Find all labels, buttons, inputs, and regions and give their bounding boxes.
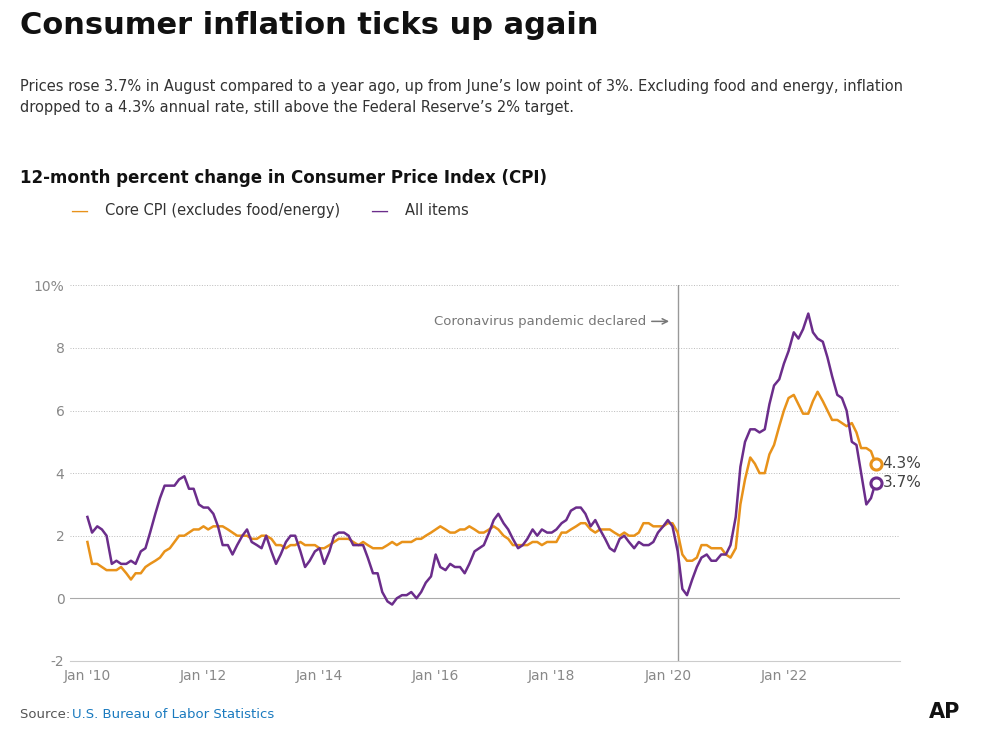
Text: U.S. Bureau of Labor Statistics: U.S. Bureau of Labor Statistics xyxy=(72,708,274,721)
Text: Prices rose 3.7% in August compared to a year ago, up from June’s low point of 3: Prices rose 3.7% in August compared to a… xyxy=(20,79,903,115)
Text: Source:: Source: xyxy=(20,708,74,721)
Text: Core CPI (excludes food/energy): Core CPI (excludes food/energy) xyxy=(105,203,340,218)
Text: AP: AP xyxy=(929,702,961,722)
Text: All items: All items xyxy=(405,203,469,218)
Text: Coronavirus pandemic declared: Coronavirus pandemic declared xyxy=(434,315,667,328)
Text: —: — xyxy=(370,201,388,219)
Text: 12-month percent change in Consumer Price Index (CPI): 12-month percent change in Consumer Pric… xyxy=(20,169,547,187)
Text: —: — xyxy=(70,201,88,219)
Text: 3.7%: 3.7% xyxy=(883,475,921,490)
Text: 4.3%: 4.3% xyxy=(883,457,921,471)
Text: Consumer inflation ticks up again: Consumer inflation ticks up again xyxy=(20,11,598,41)
